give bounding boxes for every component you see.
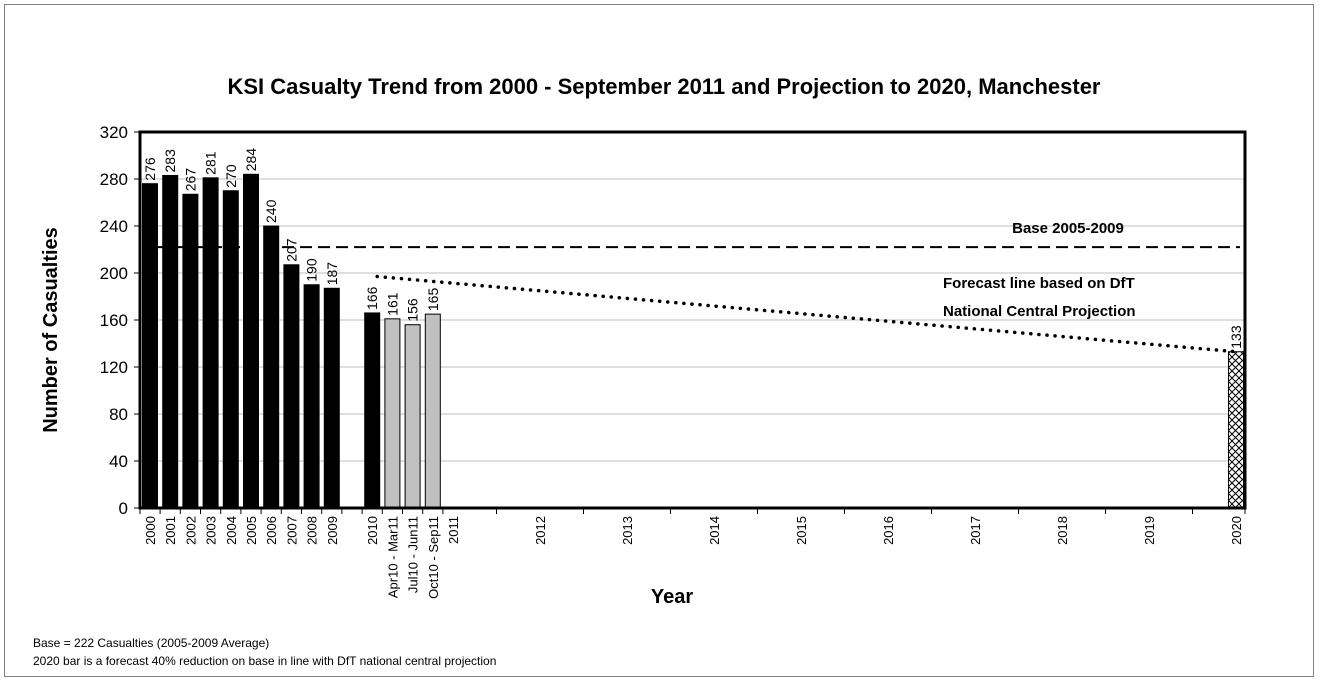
footnote-forecast: 2020 bar is a forecast 40% reduction on … [33,654,497,668]
bar [404,324,421,509]
data-label: 133 [1228,325,1244,349]
x-tick-label: 2006 [264,516,279,545]
forecast-annotation-line1: Forecast line based on DfT [943,275,1135,292]
base-line-label: Base 2005-2009 [1012,220,1124,237]
y-tick-label: 80 [109,405,128,424]
plot-area-border [138,130,1247,510]
x-tick-label: 2016 [881,516,896,545]
chart-title: KSI Casualty Trend from 2000 - September… [228,74,1101,99]
y-tick-label: 280 [100,170,128,189]
x-tick-label: 2015 [794,516,809,545]
data-label: 165 [425,288,441,312]
bar [202,177,219,509]
bar [162,174,179,509]
bar [283,264,300,509]
x-tick-label: 2009 [325,516,340,545]
forecast-annotation-line2: National Central Projection [943,303,1136,320]
x-tick-label: 2005 [244,516,259,545]
data-label: 190 [304,258,320,282]
data-label: 240 [263,199,279,223]
x-tick-label: 2013 [620,516,635,545]
x-tick-label: Apr10 - Mar11 [385,516,400,598]
data-label: 281 [203,151,219,175]
bar [222,190,239,509]
data-label: 283 [162,149,178,173]
x-tick-label: 2019 [1142,516,1157,545]
data-label: 207 [283,238,299,262]
y-tick-label: 320 [100,123,128,142]
footnote-base: Base = 222 Casualties (2005-2009 Average… [33,636,270,650]
bar [243,173,259,509]
x-tick-label: Oct10 - Sep11 [426,516,441,599]
y-axis-label: Number of Casualties [40,227,62,433]
x-tick-label: 2002 [183,516,198,545]
bar [303,284,320,509]
x-tick-label: Jul10 - Jun11 [406,516,421,593]
bar [424,313,441,509]
x-tick-label: 2008 [305,516,320,545]
data-label: 276 [142,157,158,181]
y-tick-label: 0 [119,499,128,518]
data-label: 156 [405,298,421,322]
x-tick-label: 2020 [1229,516,1244,545]
data-label: 161 [384,292,400,316]
x-tick-label: 2000 [143,516,158,545]
forecast-line [375,274,1238,354]
y-tick-label: 160 [100,311,128,330]
x-tick-label: 2010 [365,516,380,545]
x-tick-label: 2001 [163,516,178,545]
data-label: 187 [324,262,340,286]
x-tick-label: 2018 [1055,516,1070,545]
x-tick-label: 2011 [446,516,461,544]
data-label: 270 [223,164,239,188]
bar [182,193,199,509]
x-tick-label: 2007 [284,516,299,545]
bars [142,173,1244,509]
x-tick-label: 2003 [204,516,219,545]
reference-lines [156,246,1240,354]
x-axis-ticks: 2000 2001 2002 2003 2004 2005 2006 2007 2008 2009… [139,508,1246,599]
y-tick-label: 40 [109,452,128,471]
data-label: 284 [243,148,259,172]
x-tick-label: 2012 [533,516,548,545]
bar [384,318,401,509]
y-tick-label: 240 [100,217,128,236]
chart-frame [4,4,1314,677]
x-tick-label: 2004 [224,516,239,545]
x-tick-label: 2014 [707,516,722,545]
bar [1228,351,1244,509]
y-tick-label: 200 [100,264,128,283]
y-axis-ticks: 0 40 80 120 160 200 240 280 320 [100,123,140,518]
bar [142,183,158,509]
bar [364,312,381,509]
bar [263,225,280,509]
y-tick-label: 120 [100,358,128,377]
data-label: 267 [182,168,198,192]
x-tick-label: 2017 [968,516,983,545]
data-label: 166 [364,286,380,310]
x-axis-label: Year [651,586,693,608]
bar [323,287,340,509]
